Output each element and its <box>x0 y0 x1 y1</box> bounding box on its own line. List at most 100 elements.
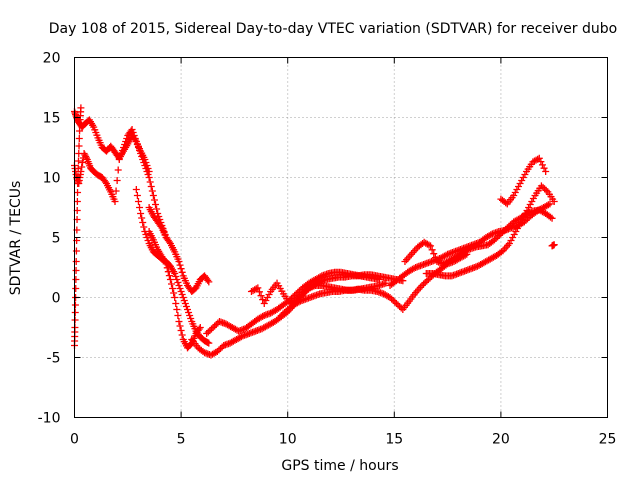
data-point <box>136 204 144 211</box>
data-point <box>142 231 150 238</box>
data-point <box>265 291 273 298</box>
data-point <box>171 294 179 301</box>
data-point <box>537 158 545 166</box>
y-tick-label: 0 <box>52 291 61 307</box>
data-point <box>113 177 121 184</box>
data-point <box>115 156 123 163</box>
data-point <box>185 309 193 316</box>
data-point <box>136 147 144 154</box>
data-point <box>423 277 431 285</box>
data-point <box>205 278 213 286</box>
data-point <box>521 210 529 217</box>
data-point <box>388 295 396 303</box>
data-point <box>77 168 85 175</box>
data-point <box>101 178 109 186</box>
data-point <box>526 201 534 208</box>
y-tick-label: 20 <box>43 51 61 67</box>
data-point <box>71 309 79 316</box>
data-point <box>255 288 263 296</box>
data-point <box>281 309 289 316</box>
data-point <box>112 187 120 195</box>
data-point <box>252 285 260 293</box>
data-point <box>166 276 174 283</box>
data-point <box>491 236 499 244</box>
data-point <box>391 298 399 306</box>
data-point <box>544 201 552 209</box>
data-point <box>72 258 80 265</box>
data-point <box>171 270 179 277</box>
data-point <box>133 192 141 199</box>
data-point <box>111 198 119 205</box>
data-point <box>277 312 285 319</box>
data-point <box>165 238 173 246</box>
data-point <box>510 192 518 199</box>
data-point <box>427 242 435 250</box>
series-i <box>247 279 390 307</box>
data-point <box>175 258 183 265</box>
data-point <box>128 126 136 133</box>
data-point <box>295 298 303 306</box>
data-point <box>519 174 527 181</box>
data-point <box>139 156 147 163</box>
data-point <box>428 246 436 254</box>
data-point <box>503 224 511 232</box>
data-point <box>153 205 161 213</box>
data-point <box>131 135 139 142</box>
data-point <box>116 153 124 160</box>
y-tick-label: 15 <box>43 111 61 127</box>
data-point <box>550 241 558 249</box>
data-point <box>187 315 195 322</box>
chart-title: Day 108 of 2015, Sidereal Day-to-day VTE… <box>49 21 617 37</box>
series-f <box>145 228 204 352</box>
data-point <box>114 166 122 174</box>
data-point <box>498 228 506 236</box>
data-point <box>141 162 149 169</box>
data-point <box>529 195 537 202</box>
data-point <box>169 285 177 292</box>
data-point <box>146 178 154 186</box>
data-point <box>204 328 212 336</box>
data-point <box>539 183 547 191</box>
data-point <box>174 279 182 286</box>
data-point <box>172 300 180 307</box>
data-point <box>144 171 152 178</box>
data-point <box>515 222 523 229</box>
x-tick-label: 25 <box>599 432 617 448</box>
data-point <box>425 241 433 249</box>
data-point <box>260 300 268 307</box>
data-point <box>522 216 530 224</box>
x-tick-label: 5 <box>177 432 186 448</box>
data-point <box>497 248 505 256</box>
data-point <box>118 147 126 154</box>
data-point <box>521 171 529 178</box>
data-points <box>71 104 558 359</box>
data-point <box>217 345 225 352</box>
data-point <box>121 141 129 148</box>
data-point <box>507 237 515 244</box>
data-point <box>262 297 270 304</box>
y-tick-label: -10 <box>38 411 61 427</box>
data-point <box>72 285 80 292</box>
data-point <box>186 312 194 319</box>
data-point <box>138 153 146 160</box>
data-point <box>72 247 80 255</box>
data-point <box>257 292 265 300</box>
data-point <box>174 312 182 319</box>
data-point <box>542 168 550 175</box>
data-point <box>168 280 176 288</box>
series-m <box>422 182 558 280</box>
data-point <box>137 150 145 157</box>
series-b <box>71 108 153 175</box>
data-point <box>546 213 554 221</box>
data-point <box>172 273 180 280</box>
data-point <box>157 222 165 230</box>
data-point <box>206 327 214 334</box>
data-point <box>410 264 418 272</box>
data-point <box>134 144 142 151</box>
data-point <box>263 294 271 301</box>
data-point <box>259 312 267 320</box>
data-point <box>279 310 287 318</box>
series-n <box>497 154 550 208</box>
data-point <box>134 198 142 205</box>
